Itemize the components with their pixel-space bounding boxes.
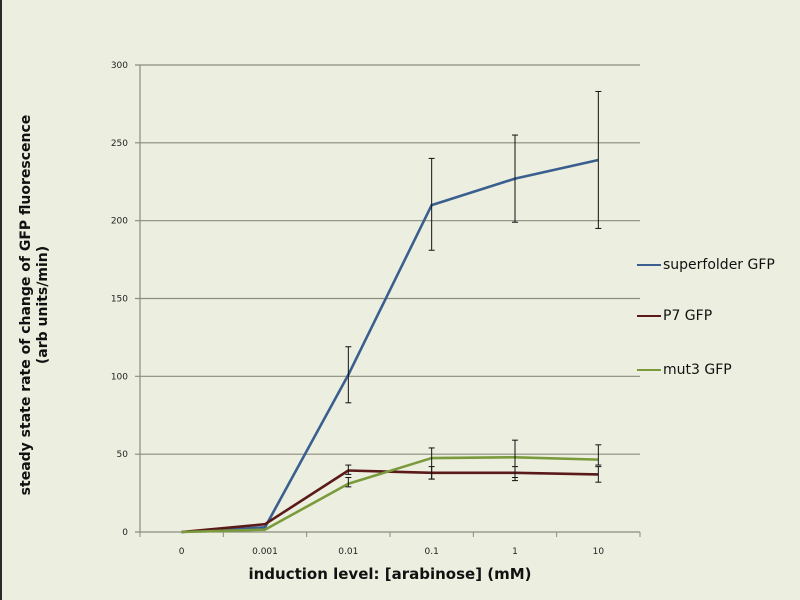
y-tick-label: 100	[111, 372, 128, 382]
series-line	[181, 158, 599, 534]
legend-line-icon	[637, 315, 661, 317]
legend-label: mut3 GFP	[663, 362, 732, 378]
x-tick-label: 1	[512, 547, 518, 557]
x-tick-label: 0.01	[338, 547, 358, 557]
x-axis-title: induction level: [arabinose] (mM)	[248, 565, 532, 583]
y-tick-label: 150	[111, 295, 128, 305]
x-tick-label: 0.1	[425, 547, 439, 557]
legend-item-mut3: mut3 GFP	[637, 360, 732, 380]
legend-line-icon	[637, 369, 661, 371]
legend-label: P7 GFP	[663, 308, 713, 324]
y-axis-title-line-1: steady state rate of change of GFP fluor…	[18, 114, 34, 496]
y-tick-label: 0	[122, 528, 128, 538]
y-tick-label: 250	[111, 139, 128, 149]
y-axis-title: steady state rate of change of GFP fluor…	[18, 65, 52, 545]
series-line	[181, 469, 599, 534]
y-tick-label: 50	[117, 450, 129, 460]
legend-item-p7: P7 GFP	[637, 306, 712, 326]
series-line	[181, 455, 599, 534]
legend-label: superfolder GFP	[663, 257, 775, 273]
x-tick-label: 0	[179, 547, 185, 557]
y-axis-title-line-2: (arb units/min)	[35, 245, 51, 365]
legend-item-superfolder: superfolder GFP	[637, 255, 775, 275]
y-tick-label: 200	[111, 217, 128, 227]
legend-line-icon	[637, 264, 661, 266]
x-tick-label: 10	[593, 547, 605, 557]
y-tick-label: 300	[111, 61, 128, 71]
x-tick-label: 0.001	[252, 547, 278, 557]
